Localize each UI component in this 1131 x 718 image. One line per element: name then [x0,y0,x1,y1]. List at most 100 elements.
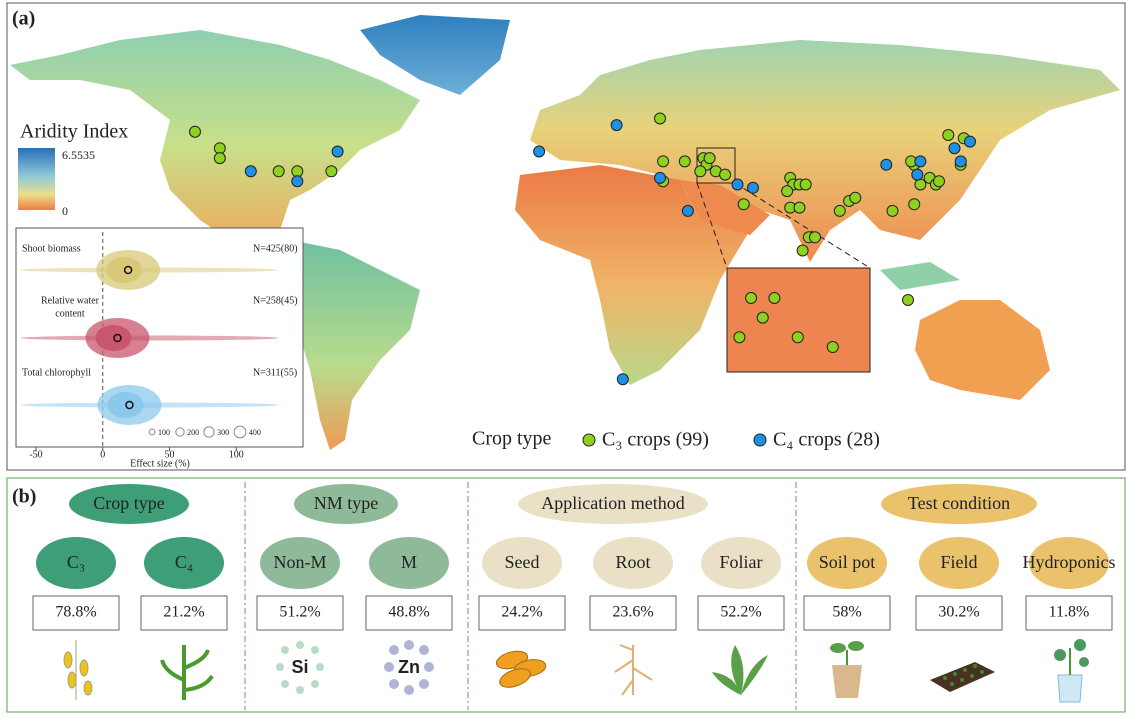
inset-site-point [745,292,758,305]
percent-box [915,595,1003,631]
item-oval [701,537,781,589]
x-tick-label: 50 [165,449,175,460]
percent-box [589,595,677,631]
percent: 48.8% [388,604,429,621]
percent: 51.2% [279,604,320,621]
legend-label: C₃ crops (99) [602,429,709,451]
percent-box [256,595,344,631]
inset-site-point [733,331,746,344]
colorbar-max: 6.5535 [62,148,95,162]
size-legend-circle [175,427,185,437]
site-point [272,165,285,178]
item-oval [260,537,340,589]
legend-marker [582,433,596,447]
site-point [902,294,914,306]
site-point [747,181,759,194]
percent-box [697,595,785,631]
percent: 24.2% [501,604,542,621]
row-label: Total chlorophyll [22,367,91,378]
site-point [291,175,304,188]
site-point [793,201,806,214]
size-legend-label: 400 [249,428,261,437]
group-title: NM type [314,493,379,513]
row-label: content [55,308,85,319]
item-oval [593,537,673,589]
row-label: Relative water [41,295,100,306]
percent: 78.8% [55,604,96,621]
item-oval [36,537,116,589]
colorbar-min: 0 [62,204,68,218]
inset-x-label: Effect size (%) [130,458,190,469]
site-point [213,142,226,155]
item-label: Non-M [274,552,327,572]
size-legend-circle [148,428,156,436]
site-point [610,119,623,132]
swarm-tail [20,335,279,341]
percent: 11.8% [1049,604,1090,621]
size-legend-circle [203,426,215,438]
site-point [737,198,750,211]
inset-site-point [756,311,769,324]
percent: 21.2% [163,604,204,621]
x-tick-label: -50 [29,449,42,460]
site-point [809,231,821,244]
site-point [886,204,899,217]
inset-site-point [768,292,781,305]
icons [63,639,1089,703]
percent: 30.2% [938,604,979,621]
item-label: Field [940,552,977,572]
panel-label: (b) [12,486,36,508]
row-n: N=425(80) [253,243,298,254]
item-label: Hydroponics [1023,552,1116,572]
site-point [654,112,666,125]
site-point [833,204,846,217]
item-oval [1029,537,1109,589]
group-title-oval [69,484,189,524]
item-oval [369,537,449,589]
colorbar-title: Aridity Index [20,121,128,143]
x-tick-label: 100 [229,449,244,460]
site-point [291,165,304,178]
percent: 23.6% [612,604,653,621]
item-label: C₄ [175,552,193,572]
item-label: Foliar [720,552,763,572]
item-label: Seed [505,552,540,572]
legend-title: Crop type [472,428,552,450]
percent-box [140,595,228,631]
inset-site-point [826,341,839,354]
size-legend-label: 100 [158,428,170,437]
percent-box [32,595,120,631]
group-title: Test condition [908,493,1010,513]
group-title-oval [294,484,398,524]
dividers [244,482,797,710]
item-label: M [401,552,417,572]
mean-point [113,333,122,343]
percent: 58% [832,604,861,621]
site-point [325,165,338,178]
site-point [948,142,961,155]
row-label: Shoot biomass [22,243,81,254]
site-point [849,191,862,204]
item-oval [144,537,224,589]
item-oval [919,537,999,589]
percent-box [478,595,566,631]
site-point [781,185,794,198]
x-tick-label: 0 [100,449,105,460]
site-point [616,373,629,386]
site-point [213,152,226,165]
group-title: Crop type [93,493,165,513]
site-point [911,168,924,181]
mean-point [123,265,133,275]
size-legend-circle [233,425,247,439]
site-point [703,152,716,165]
site-point [796,244,809,257]
size-legend-label: 200 [187,428,199,437]
icon-label: Zn [398,657,420,677]
row-n: N=311(55) [253,367,297,378]
item-label: Soil pot [819,552,876,572]
item-label: Root [615,552,650,572]
item-oval [482,537,562,589]
site-point [681,204,694,217]
